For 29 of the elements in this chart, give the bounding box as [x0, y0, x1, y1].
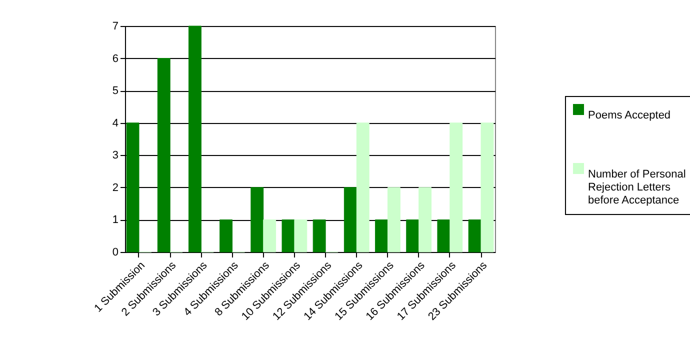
bar [480, 122, 494, 252]
y-tick-label: 2 [112, 182, 118, 194]
y-tick-label: 0 [112, 246, 118, 258]
y-tick-label: 1 [112, 214, 118, 226]
bar [220, 219, 233, 252]
bar [375, 219, 388, 252]
bar [250, 187, 264, 252]
bar [263, 219, 276, 252]
bar [312, 219, 326, 252]
bar [126, 122, 140, 252]
legend-label: Number of Personal Rejection Letters before Acceptance [588, 168, 686, 206]
bar [188, 26, 202, 252]
bar [437, 219, 450, 252]
bar [282, 219, 295, 252]
bar [356, 122, 370, 252]
bar [387, 187, 400, 252]
bar [468, 219, 482, 252]
y-tick-label: 4 [112, 117, 118, 130]
y-tick-label: 7 [112, 20, 118, 32]
bar [406, 219, 420, 252]
bar [450, 122, 463, 252]
legend-label: Poems Accepted [588, 110, 671, 122]
y-tick-label: 5 [112, 85, 118, 98]
bar [418, 187, 432, 252]
y-tick-label: 3 [112, 150, 118, 162]
bar [294, 219, 308, 252]
y-tick-label: 6 [112, 52, 118, 65]
bar [344, 187, 357, 252]
bar [157, 58, 170, 252]
